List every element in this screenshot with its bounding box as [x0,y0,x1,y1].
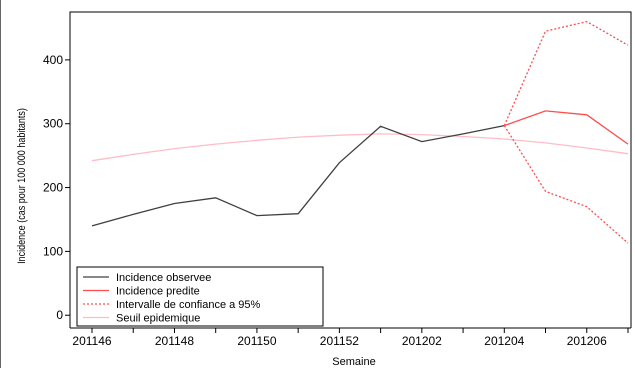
y-tick-label: 300 [43,117,63,131]
series-lines [91,20,629,244]
x-tick-label: 201202 [402,334,442,348]
y-tick-label: 400 [43,53,63,67]
series-line [91,133,629,162]
y-axis: 0 100 200 300 400 [43,53,70,322]
y-axis-title: Incidence (cas pour 100 000 habitants) [16,108,28,264]
y-tick-label: 100 [43,244,63,258]
x-tick-label: 201148 [155,334,194,348]
legend: Incidence observee Incidence prediteInter… [76,266,324,327]
x-tick-label: 201152 [320,334,359,348]
x-tick-label: 201146 [72,334,111,348]
y-tick-label: 200 [43,181,63,195]
plot-frame-border [69,11,632,328]
legend-box [76,266,324,327]
legend-label: Seuil epidemique [116,313,200,325]
x-tick-label: 201206 [567,334,607,348]
legend-label: Incidence observee [116,272,211,284]
x-axis-title: Semaine [332,356,375,368]
x-tick-label: 201204 [484,334,524,348]
series-line [504,110,629,145]
y-tick-label: 0 [56,308,63,322]
plot-frame [69,11,632,328]
series-line-lower [503,125,629,244]
series-line [91,124,505,227]
series-line-upper [503,20,629,126]
legend-label: Incidence predite [116,286,200,298]
x-tick-label: 201150 [237,334,276,348]
x-axis: 201146 201148 201150 201152 201202 201204 2012… [70,327,631,348]
legend-label: Intervalle de confiance a 95% [116,299,261,311]
